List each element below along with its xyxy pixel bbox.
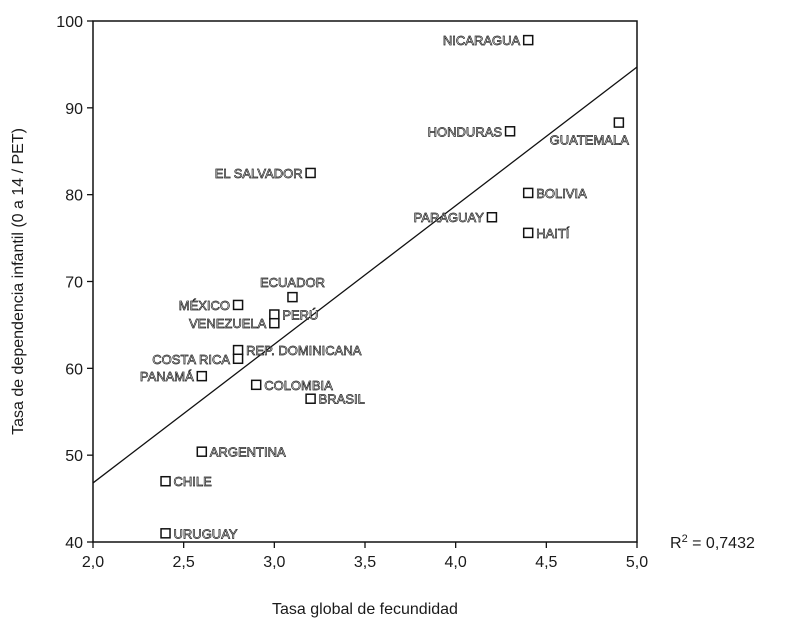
y-tick-label: 80 xyxy=(65,188,83,205)
data-point-label: COLOMBIA xyxy=(264,378,333,393)
y-tick-label: 70 xyxy=(65,275,83,292)
y-tick-label: 100 xyxy=(56,14,83,31)
y-tick-label: 40 xyxy=(65,535,83,552)
y-axis-ticks: 40 50 60 70 80 90 100 xyxy=(56,14,93,552)
data-point-marker xyxy=(160,475,171,487)
data-point-marker xyxy=(305,167,316,179)
x-tick-label: 3,5 xyxy=(354,554,376,571)
data-point-label: PANAMÁ xyxy=(140,369,194,384)
r2-value: = 0,7432 xyxy=(688,535,755,552)
data-point-label: BOLIVIA xyxy=(536,186,587,201)
y-axis-label: Tasa de dependencia infantil (0 a 14 / P… xyxy=(10,128,27,435)
data-point-label: HAITÍ xyxy=(536,226,570,241)
data-point-label: ARGENTINA xyxy=(210,445,286,460)
data-point-label: EL SALVADOR xyxy=(215,166,303,181)
data-point-marker xyxy=(522,227,534,239)
data-point-marker xyxy=(250,379,262,391)
data-point-label: NICARAGUA xyxy=(443,33,521,48)
data-point-marker xyxy=(232,344,244,356)
x-tick-label: 2,5 xyxy=(173,554,195,571)
plot-frame xyxy=(92,20,638,543)
data-point-label: REP. DOMINICANA xyxy=(246,343,362,358)
r2-prefix: R xyxy=(670,535,682,552)
trend-line xyxy=(92,66,638,484)
data-point-marker xyxy=(522,34,534,46)
x-tick-label: 3,0 xyxy=(263,554,285,571)
data-point-label: URUGUAY xyxy=(174,526,238,541)
data-point-label: VENEZUELA xyxy=(189,316,267,331)
data-point-marker xyxy=(269,317,280,329)
data-point-label: BRASIL xyxy=(319,392,365,407)
x-tick-label: 5,0 xyxy=(626,554,648,571)
x-tick-label: 4,0 xyxy=(445,554,467,571)
data-point-marker xyxy=(522,187,534,199)
data-point-marker xyxy=(504,126,516,137)
r-squared-annotation: R2 = 0,7432 xyxy=(670,533,755,552)
y-tick-label: 60 xyxy=(65,361,83,378)
data-point-marker xyxy=(269,309,280,320)
plot-area xyxy=(92,20,638,543)
r2-superscript: 2 xyxy=(682,533,688,545)
data-point-label: GUATEMALA xyxy=(550,133,630,148)
x-axis-ticks: 2,0 2,5 3,0 3,5 4,0 4,5 5,0 xyxy=(82,542,648,571)
y-tick-label: 90 xyxy=(65,101,83,118)
data-point-label: PARAGUAY xyxy=(414,210,485,225)
data-point-marker xyxy=(613,117,625,128)
data-point-label: MÉXICO xyxy=(179,298,230,313)
data-point-label: ECUADOR xyxy=(260,275,325,290)
data-point-label: COSTA RICA xyxy=(152,352,230,367)
data-point-marker xyxy=(232,353,244,365)
data-point-marker xyxy=(196,370,208,382)
data-point-marker xyxy=(287,291,298,303)
x-tick-label: 2,0 xyxy=(82,554,104,571)
data-point-label: PERÚ xyxy=(282,307,318,322)
x-axis-label: Tasa global de fecundidad xyxy=(272,601,458,618)
data-point-label: HONDURAS xyxy=(428,124,503,139)
data-point-marker xyxy=(486,211,498,223)
x-tick-label: 4,5 xyxy=(535,554,557,571)
data-point-marker xyxy=(232,299,244,311)
data-point-label: CHILE xyxy=(174,474,213,489)
y-tick-label: 50 xyxy=(65,448,83,465)
data-point-marker xyxy=(160,528,171,539)
data-points: NICARAGUA GUATEMALA HONDURAS EL SALVADOR BOL… xyxy=(140,33,630,542)
data-point-marker xyxy=(196,446,208,457)
data-point-marker xyxy=(305,393,316,404)
